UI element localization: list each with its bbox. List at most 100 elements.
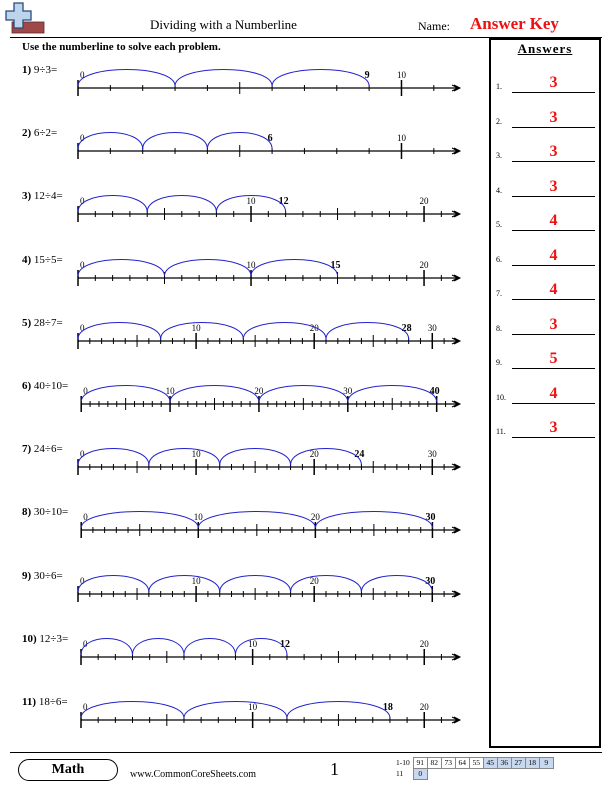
dividend-label: 12 bbox=[279, 196, 289, 207]
numberline-arrow-icon bbox=[451, 653, 462, 661]
website-link[interactable]: www.CommonCoreSheets.com bbox=[130, 769, 257, 780]
numberline-label: 0 bbox=[80, 576, 85, 586]
numberline-label: 10 bbox=[247, 196, 257, 206]
numberline: 0 10 20 18 bbox=[80, 701, 462, 728]
numberline-label: 0 bbox=[83, 386, 88, 396]
score-cell: 27 bbox=[510, 757, 526, 769]
numberline-arrow-icon bbox=[451, 463, 462, 471]
score-table: 1-10 91 82 73 64 55 45 36 27 18 9 11 0 bbox=[394, 757, 554, 780]
answer-number: 9. bbox=[496, 358, 502, 367]
answer-line bbox=[512, 161, 595, 162]
jump-arc bbox=[80, 701, 185, 719]
dividend-label: 12 bbox=[280, 639, 290, 650]
answer-key-label: Answer Key bbox=[470, 14, 559, 33]
answer-number: 3. bbox=[496, 151, 502, 160]
numberline: 0 10 6 bbox=[77, 132, 462, 160]
problem-label: 1) 9÷3= bbox=[22, 64, 57, 76]
jump-arc bbox=[197, 511, 316, 529]
jump-arc bbox=[77, 195, 148, 213]
numberline-label: 10 bbox=[248, 639, 258, 649]
answer-value: 4 bbox=[549, 384, 558, 402]
score-cell: 91 bbox=[412, 757, 428, 769]
answer-value: 3 bbox=[549, 143, 558, 160]
problem-expression: 9÷3= bbox=[33, 64, 58, 76]
numberline-label: 0 bbox=[80, 260, 85, 270]
answer-row: 6. 4 bbox=[491, 246, 603, 268]
numberline: 0 10 20 30 40 bbox=[80, 385, 462, 412]
numberline-label: 20 bbox=[254, 386, 264, 396]
answer-number: 8. bbox=[496, 323, 502, 333]
numberline-label: 10 bbox=[192, 323, 202, 333]
jump-arc bbox=[183, 701, 288, 719]
answer-value: 4 bbox=[549, 246, 558, 264]
problem-expression: 12÷4= bbox=[33, 190, 63, 203]
dividend-label: 30 bbox=[425, 512, 435, 523]
numberline-label: 10 bbox=[166, 386, 176, 396]
dividend-label: 40 bbox=[430, 386, 440, 397]
score-cell: 45 bbox=[482, 757, 498, 769]
numberline-arrow-icon bbox=[451, 274, 462, 282]
answer-line bbox=[512, 437, 595, 438]
problem-label: 7) 24÷6= bbox=[22, 443, 63, 455]
answer-line bbox=[512, 195, 595, 197]
dividend-label: 15 bbox=[331, 260, 341, 271]
score-row: 1-10 91 82 73 64 55 45 36 27 18 9 bbox=[394, 757, 554, 769]
answer-row: 10. 4 bbox=[491, 384, 603, 406]
answer-row: 7. 4 bbox=[491, 281, 603, 302]
answer-number: 4. bbox=[496, 185, 502, 195]
jump-arc bbox=[271, 69, 370, 87]
score-row-label: 11 bbox=[396, 769, 404, 778]
problem-label: 9) 30÷6= bbox=[22, 570, 63, 582]
numberline-label: 20 bbox=[420, 196, 430, 206]
problem-expression: 30÷10= bbox=[33, 506, 69, 519]
numberline-label: 10 bbox=[397, 70, 407, 80]
jump-arc bbox=[77, 132, 144, 150]
problem-expression: 28÷7= bbox=[33, 316, 63, 329]
problem-number: 10) bbox=[22, 632, 37, 645]
page-title: Dividing with a Numberline bbox=[150, 17, 297, 32]
jump-arc bbox=[325, 321, 410, 339]
problem-expression: 30÷6= bbox=[33, 569, 63, 582]
numberline-label: 0 bbox=[80, 70, 85, 80]
numberline-label: 30 bbox=[343, 386, 353, 396]
dividend-label: 6 bbox=[268, 133, 273, 144]
numberline-label: 30 bbox=[428, 323, 438, 333]
numberline-arrow-icon bbox=[451, 84, 462, 92]
jump-arc bbox=[314, 511, 433, 529]
numberline: 0 10 20 30 bbox=[77, 574, 462, 602]
problem-label: 4) 15÷5= bbox=[22, 254, 63, 266]
numberline-label: 10 bbox=[192, 449, 202, 459]
numberline-label: 10 bbox=[247, 260, 257, 270]
jump-arc bbox=[347, 385, 438, 403]
answer-line bbox=[512, 92, 595, 93]
answer-line bbox=[512, 402, 595, 404]
dividend-label: 24 bbox=[354, 449, 364, 460]
jump-arc bbox=[148, 574, 221, 592]
numberline-label: 0 bbox=[83, 639, 88, 649]
problem-expression: 18÷6= bbox=[38, 696, 68, 708]
score-cell: 73 bbox=[440, 757, 456, 769]
score-cell: 9 bbox=[538, 757, 554, 769]
jump-arc bbox=[77, 574, 150, 592]
problem-label: 6) 40÷10= bbox=[22, 380, 68, 392]
numberline-label: 10 bbox=[248, 702, 258, 712]
header-divider bbox=[10, 37, 602, 38]
problem-expression: 24÷6= bbox=[33, 443, 63, 456]
numberline-label: 0 bbox=[83, 702, 88, 712]
numberline: 0 10 9 bbox=[77, 69, 462, 96]
answer-number: 5. bbox=[496, 220, 502, 229]
problem-label: 8) 30÷10= bbox=[22, 506, 68, 518]
numberline-label: 30 bbox=[428, 449, 438, 459]
answer-value: 3 bbox=[549, 419, 558, 436]
jump-arc bbox=[183, 637, 236, 655]
numberline: 0 10 20 15 bbox=[77, 258, 462, 286]
numberline-label: 20 bbox=[310, 449, 320, 459]
answer-row: 9. 5 bbox=[491, 350, 603, 371]
jump-arc bbox=[360, 574, 433, 592]
answer-row: 3. 3 bbox=[491, 143, 603, 164]
problem-number: 11) bbox=[22, 696, 37, 708]
answer-number: 7. bbox=[496, 289, 502, 298]
numberline: 0 10 20 30 bbox=[80, 511, 462, 539]
answer-value: 3 bbox=[549, 74, 558, 91]
problem-number: 7) bbox=[22, 443, 32, 456]
